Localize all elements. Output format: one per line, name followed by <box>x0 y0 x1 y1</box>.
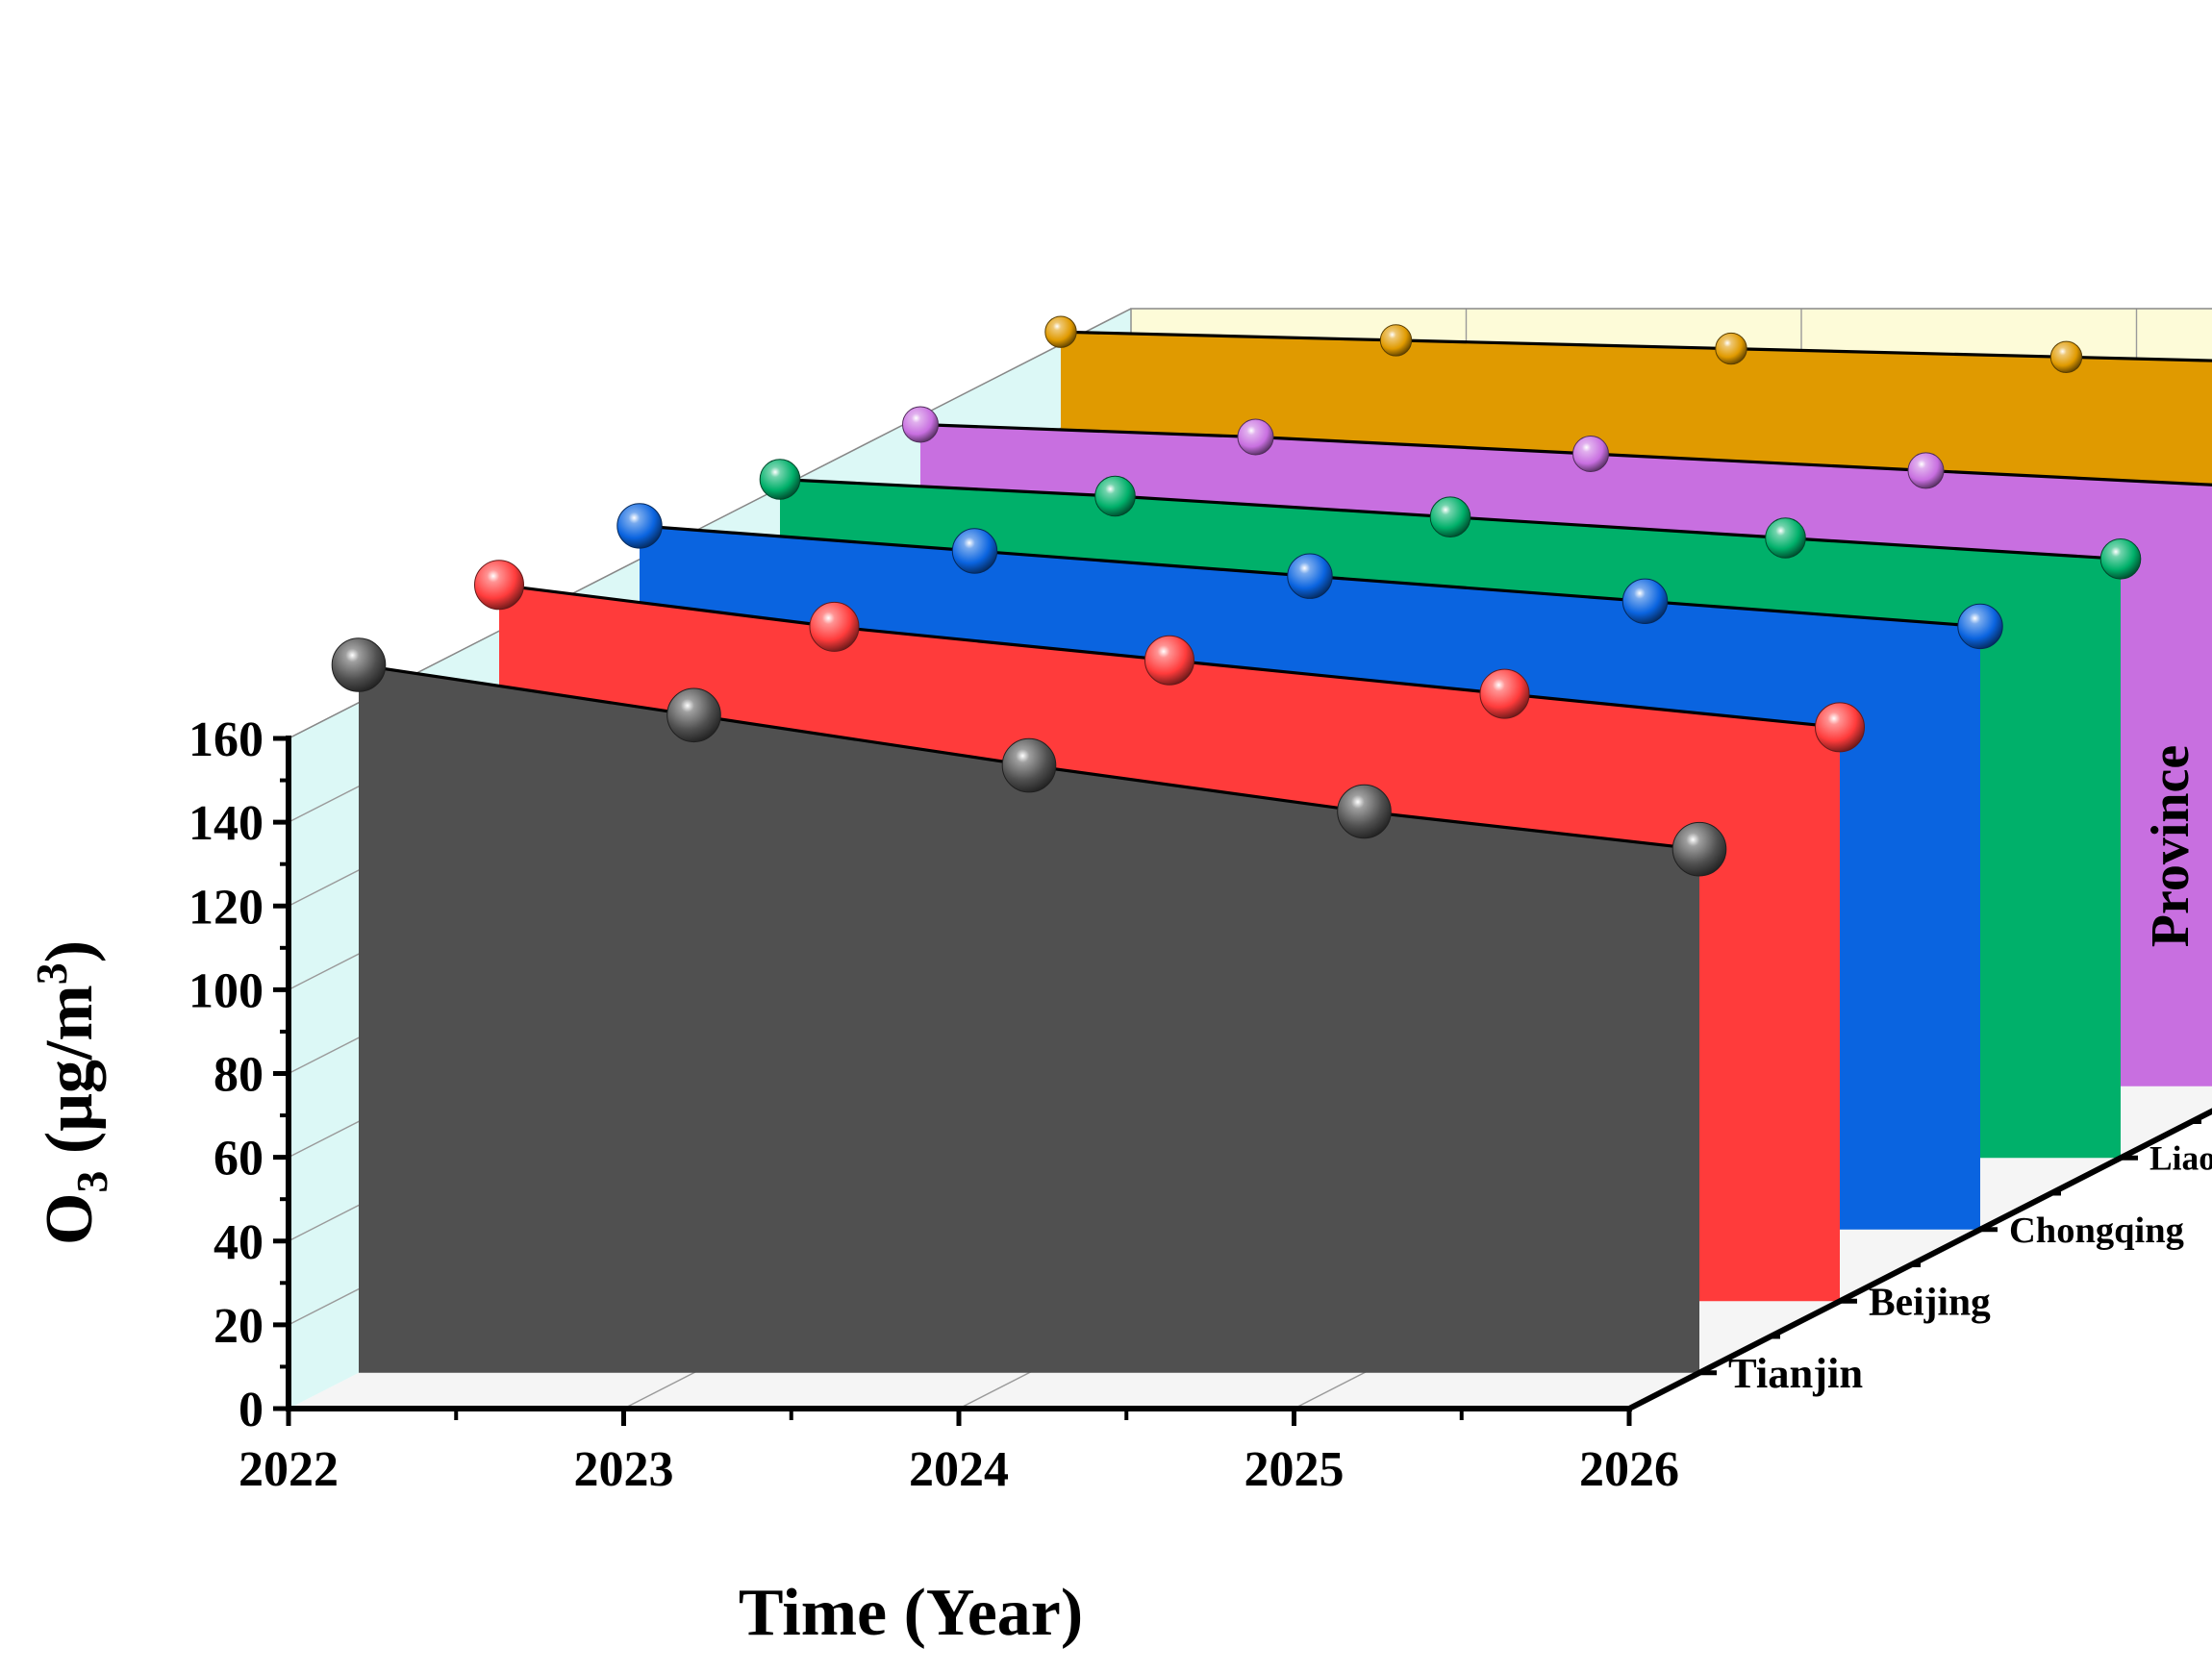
data-point <box>1001 737 1057 793</box>
y-tick-label: 140 <box>189 796 264 851</box>
axes <box>273 736 2212 1426</box>
x-tick-label: 2024 <box>909 1442 1009 1497</box>
y-tick-label: 0 <box>239 1383 264 1437</box>
y-tick-label: 60 <box>214 1132 264 1186</box>
data-point <box>1429 496 1471 538</box>
data-point <box>809 601 860 652</box>
y-tick-label: 40 <box>214 1215 264 1270</box>
data-point <box>2049 340 2083 373</box>
data-point <box>1765 517 1806 559</box>
series-ribbons <box>331 315 2212 1373</box>
data-point <box>759 459 801 500</box>
data-point <box>331 637 387 692</box>
z-tick-label: Liaoning <box>2149 1138 2212 1177</box>
y-axis-title: O3 (μg/m3) <box>27 940 116 1245</box>
y-tick-label: 20 <box>214 1299 264 1354</box>
y-tick-label: 100 <box>189 963 264 1018</box>
data-point <box>1572 436 1609 472</box>
data-point <box>951 528 998 574</box>
series-tianjin <box>331 637 1727 1373</box>
data-point <box>1237 418 1274 456</box>
z-tick-label: Tianjin <box>1728 1349 1863 1397</box>
data-point <box>1815 702 1865 753</box>
data-point <box>474 560 524 611</box>
z-tick-label: Beijing <box>1869 1279 1991 1323</box>
data-point <box>1957 603 2003 650</box>
data-point <box>1287 553 1333 599</box>
data-point <box>1094 475 1136 517</box>
data-point <box>902 406 939 443</box>
data-point <box>1379 324 1413 357</box>
y-tick-label: 160 <box>189 712 264 767</box>
left-wall-top-edge <box>288 308 1132 739</box>
y-tick-label: 120 <box>189 880 264 935</box>
data-point <box>1337 784 1392 839</box>
x-tick-label: 2023 <box>574 1442 674 1497</box>
x-tick-label: 2025 <box>1244 1442 1345 1497</box>
data-point <box>1715 332 1747 365</box>
series-area-tianjin <box>359 664 1699 1373</box>
data-point <box>1907 452 1945 489</box>
x-tick-label: 2026 <box>1579 1442 1679 1497</box>
axis-labels: 0 20 40 60 80 100 120 140 160 2022 2023 2024 2025 202… <box>27 712 2212 1650</box>
data-point <box>616 503 663 549</box>
data-point <box>1621 578 1669 624</box>
z-tick-label: Chongqing <box>2009 1211 2184 1251</box>
data-point <box>1044 315 1077 348</box>
data-point <box>2099 538 2142 580</box>
y-tick-label: 80 <box>214 1048 264 1103</box>
x-axis-title: Time (Year) <box>739 1576 1083 1650</box>
data-point <box>1672 821 1727 877</box>
x-tick-label: 2022 <box>239 1442 339 1497</box>
data-point <box>1144 635 1194 686</box>
z-axis-title: Province <box>2141 745 2200 947</box>
data-point <box>1479 668 1530 719</box>
data-point <box>666 687 721 743</box>
